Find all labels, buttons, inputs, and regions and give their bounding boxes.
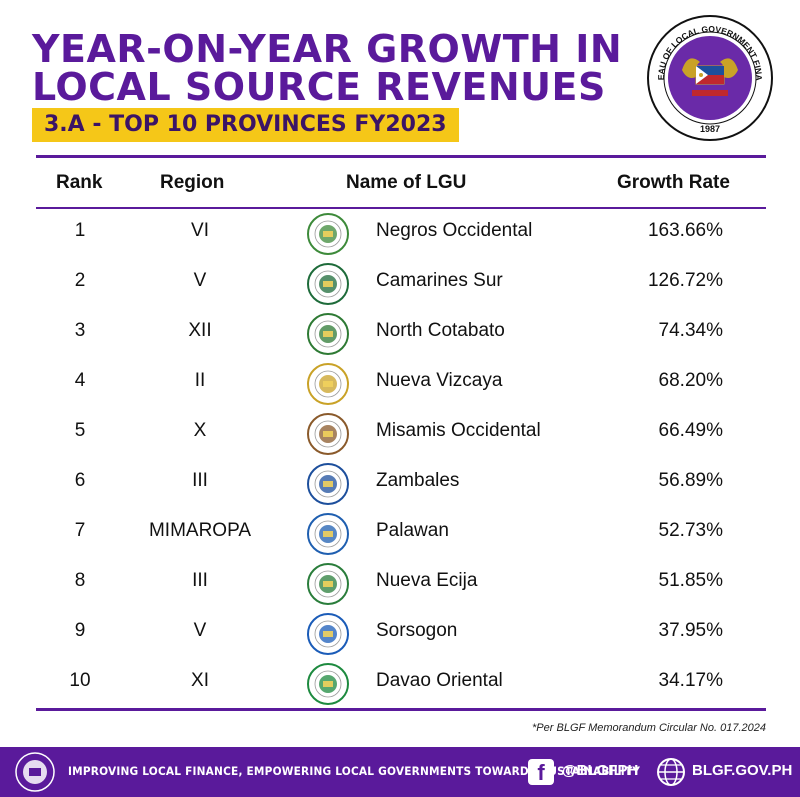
province-seal-icon	[307, 463, 349, 505]
table-row: 8 III Nueva Ecija 51.85%	[0, 558, 800, 608]
table-bottom-rule	[36, 708, 766, 711]
growth-rate-cell: 126.72%	[647, 270, 723, 291]
region-cell: X	[193, 420, 207, 441]
lgu-name-cell: Zambales	[376, 470, 460, 491]
page-title: YEAR-ON-YEAR GROWTH IN LOCAL SOURCE REVE…	[32, 30, 622, 106]
lgu-name-cell: Negros Occidental	[376, 220, 533, 241]
province-seal-icon	[307, 663, 349, 705]
facebook-icon[interactable]: f	[528, 759, 554, 785]
province-seal-icon	[307, 563, 349, 605]
rank-cell: 1	[74, 220, 86, 241]
region-cell: MIMAROPA	[148, 520, 252, 541]
lgu-name-cell: Palawan	[376, 520, 449, 541]
table-row: 4 II Nueva Vizcaya 68.20%	[0, 358, 800, 408]
lgu-name-cell: Camarines Sur	[376, 270, 503, 291]
table-row: 2 V Camarines Sur 126.72%	[0, 258, 800, 308]
growth-rate-cell: 52.73%	[658, 520, 723, 541]
growth-rate-cell: 74.34%	[658, 320, 723, 341]
website-link[interactable]: BLGF.GOV.PH	[692, 762, 793, 779]
lgu-name-cell: Misamis Occidental	[376, 420, 541, 441]
table-row: 6 III Zambales 56.89%	[0, 458, 800, 508]
rank-cell: 9	[74, 620, 86, 641]
growth-rate-cell: 66.49%	[658, 420, 723, 441]
lgu-name-cell: Nueva Vizcaya	[376, 370, 503, 391]
rank-cell: 5	[74, 420, 86, 441]
footer-tagline: IMPROVING LOCAL FINANCE, EMPOWERING LOCA…	[68, 764, 641, 778]
blgf-seal-logo: BUREAU OF LOCAL GOVERNMENT FINANCE 1987	[646, 14, 773, 141]
col-header-growth-rate: Growth Rate	[617, 172, 730, 193]
province-seal-icon	[307, 613, 349, 655]
growth-rate-cell: 51.85%	[658, 570, 723, 591]
col-header-rank: Rank	[56, 172, 103, 193]
region-cell: II	[194, 370, 206, 391]
lgu-name-cell: Davao Oriental	[376, 670, 503, 691]
lgu-name-cell: Nueva Ecija	[376, 570, 478, 591]
rank-cell: 8	[74, 570, 86, 591]
growth-rate-cell: 34.17%	[658, 670, 723, 691]
rank-cell: 7	[74, 520, 86, 541]
header-rule	[36, 155, 766, 158]
globe-icon[interactable]	[656, 757, 686, 787]
growth-rate-cell: 56.89%	[658, 470, 723, 491]
table-row: 10 XI Davao Oriental 34.17%	[0, 658, 800, 708]
region-cell: V	[193, 620, 207, 641]
growth-rate-cell: 68.20%	[658, 370, 723, 391]
region-cell: XI	[191, 670, 209, 691]
rank-cell: 4	[74, 370, 86, 391]
growth-rate-cell: 163.66%	[647, 220, 723, 241]
facebook-handle-link[interactable]: @BLGFPH	[562, 762, 639, 779]
footer-bar: IMPROVING LOCAL FINANCE, EMPOWERING LOCA…	[0, 747, 800, 797]
province-seal-icon	[307, 263, 349, 305]
table-row: 1 VI Negros Occidental 163.66%	[0, 208, 800, 258]
footnote: *Per BLGF Memorandum Circular No. 017.20…	[532, 722, 766, 734]
col-header-lgu: Name of LGU	[346, 172, 467, 193]
title-line-2: LOCAL SOURCE REVENUES	[32, 65, 606, 109]
region-cell: XII	[188, 320, 212, 341]
province-seal-icon	[307, 313, 349, 355]
growth-rate-cell: 37.95%	[658, 620, 723, 641]
rank-cell: 2	[74, 270, 86, 291]
rank-cell: 10	[69, 670, 91, 691]
region-cell: III	[192, 570, 208, 591]
rank-cell: 3	[74, 320, 86, 341]
province-seal-icon	[307, 413, 349, 455]
region-cell: III	[192, 470, 208, 491]
title-line-1: YEAR-ON-YEAR GROWTH IN	[32, 27, 623, 71]
province-seal-icon	[307, 363, 349, 405]
lgu-name-cell: Sorsogon	[376, 620, 458, 641]
lgu-name-cell: North Cotabato	[376, 320, 505, 341]
table-row: 9 V Sorsogon 37.95%	[0, 608, 800, 658]
table-row: 5 X Misamis Occidental 66.49%	[0, 408, 800, 458]
table-header-rule	[36, 207, 766, 209]
province-seal-icon	[307, 513, 349, 555]
subtitle-banner: 3.A - TOP 10 PROVINCES FY2023	[32, 108, 459, 142]
region-cell: V	[193, 270, 207, 291]
table-row: 3 XII North Cotabato 74.34%	[0, 308, 800, 358]
province-seal-icon	[307, 213, 349, 255]
svg-text:1987: 1987	[700, 124, 720, 134]
rank-cell: 6	[74, 470, 86, 491]
table-row: 7 MIMAROPA Palawan 52.73%	[0, 508, 800, 558]
region-cell: VI	[191, 220, 209, 241]
footer-seal-logo	[15, 752, 55, 792]
col-header-region: Region	[160, 172, 225, 193]
